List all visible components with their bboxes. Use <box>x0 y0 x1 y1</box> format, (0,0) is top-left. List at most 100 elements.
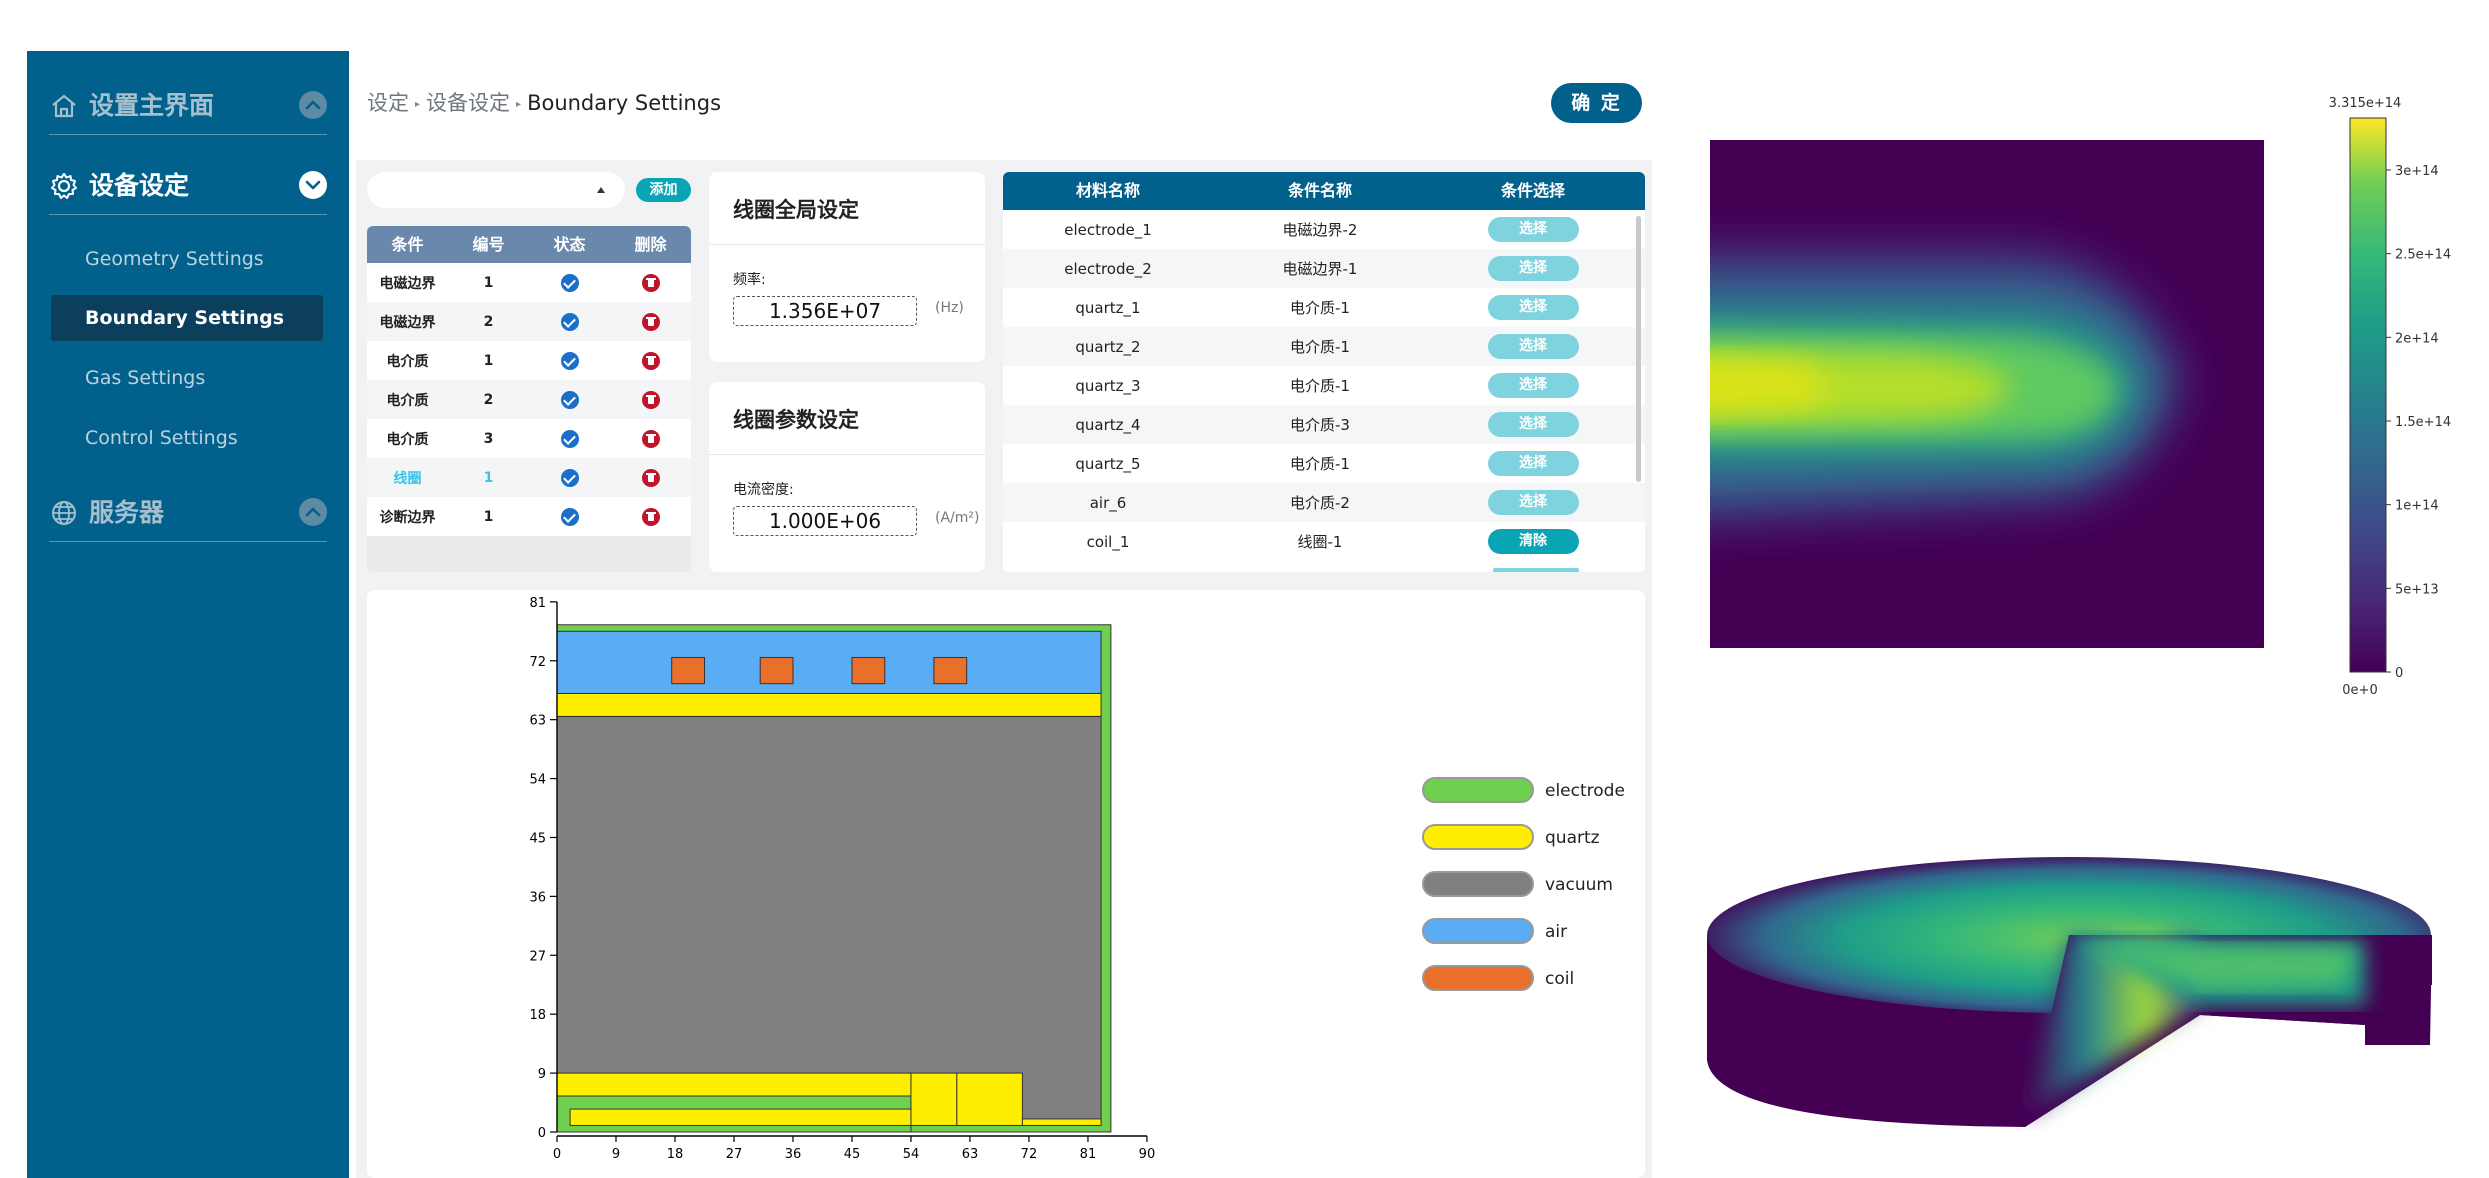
x-tick-label: 63 <box>962 1147 979 1162</box>
check-circle-icon[interactable] <box>560 390 579 409</box>
colorbar-ticks: 3e+14 2.5e+14 2e+14 1.5e+14 1e+14 5e+13 0 <box>2386 164 2451 681</box>
table-row[interactable]: 电磁边界 2 <box>367 302 691 341</box>
colorbar-gradient <box>2349 117 2387 673</box>
table-row: quartz_3 电介质-1 选择 <box>1003 366 1645 405</box>
select-button[interactable]: 选择 <box>1487 412 1579 437</box>
material-name: coil_1 <box>1086 532 1130 551</box>
x-tick-label: 36 <box>785 1147 802 1162</box>
condition-name: 线圈 <box>393 470 422 487</box>
y-tick-label: 54 <box>529 773 546 788</box>
check-circle-icon[interactable] <box>560 273 579 292</box>
sidebar-section-device[interactable]: 设备设定 <box>49 159 327 215</box>
table-row[interactable]: 诊断边界 1 <box>367 497 691 536</box>
check-circle-icon[interactable] <box>560 468 579 487</box>
column-header: 条件 <box>391 235 424 254</box>
chevron-up-icon[interactable] <box>299 498 327 526</box>
select-button[interactable]: 选择 <box>1487 490 1579 515</box>
material-table: 材料名称 条件名称 条件选择 electrode_1 电磁边界-2 选择 electr… <box>1003 172 1645 572</box>
geometry-panel: 0 9 18 27 36 45 54 63 72 81 90 0 9 18 27 36 45 54 63 72 81 el… <box>367 590 1645 1178</box>
check-circle-icon[interactable] <box>560 507 579 526</box>
current-density-input[interactable]: 1.000E+06 <box>733 506 917 536</box>
sidebar-section-home[interactable]: 设置主界面 <box>49 79 327 135</box>
sidebar-item-geometry-settings[interactable]: Geometry Settings <box>85 248 264 270</box>
y-tick-label: 9 <box>538 1067 546 1082</box>
chevron-up-icon[interactable] <box>299 91 327 119</box>
check-circle-icon[interactable] <box>560 429 579 448</box>
y-tick-label: 27 <box>529 949 546 964</box>
select-button[interactable]: 选择 <box>1487 256 1579 281</box>
add-button[interactable]: 添加 <box>636 178 691 202</box>
quartz-region <box>1021 1118 1102 1126</box>
field-heatmap-image <box>1710 140 2264 648</box>
trash-icon[interactable] <box>641 390 660 409</box>
column-header: 条件选择 <box>1500 181 1565 200</box>
material-name: quartz_5 <box>1075 454 1141 473</box>
scrollbar[interactable] <box>1636 216 1641 482</box>
x-tick-label: 18 <box>667 1147 684 1162</box>
condition-id: 3 <box>483 430 494 447</box>
chevron-down-icon[interactable] <box>299 171 327 199</box>
clear-button[interactable]: 清除 <box>1487 529 1579 554</box>
condition-table: 条件 编号 状态 删除 电磁边界 1 电磁边界 2 电介质 1 电介质 2 电介质 3 线圈 1 诊断边… <box>367 226 691 572</box>
sidebar-section-label: 设备设定 <box>89 171 190 200</box>
x-tick-label: 72 <box>1021 1147 1038 1162</box>
table-row[interactable]: 电磁边界 1 <box>367 263 691 302</box>
select-button[interactable]: 选择 <box>1487 451 1579 476</box>
condition-name: 电介质-3 <box>1290 416 1350 434</box>
card-title: 线圈参数设定 <box>733 408 859 432</box>
table-row[interactable]: 电介质 3 <box>367 419 691 458</box>
table-row: electrode_1 电磁边界-2 选择 <box>1003 210 1645 249</box>
geometry-plot: 0 9 18 27 36 45 54 63 72 81 90 0 9 18 27 36 45 54 63 72 81 el… <box>529 596 1624 1162</box>
sidebar-section-server[interactable]: 服务器 <box>49 486 327 542</box>
table-row[interactable]: 线圈 1 <box>367 458 691 497</box>
breadcrumb-item[interactable]: 设定 <box>367 91 409 115</box>
breadcrumb-item[interactable]: 设备设定 <box>426 91 511 115</box>
x-tick-label: 45 <box>844 1147 861 1162</box>
y-tick-label: 45 <box>529 831 546 846</box>
table-row[interactable]: 电介质 2 <box>367 380 691 419</box>
condition-table-header: 条件 编号 状态 删除 <box>367 226 691 263</box>
table-row: quartz_1 电介质-1 选择 <box>1003 288 1645 327</box>
divider <box>709 454 985 455</box>
confirm-button[interactable]: 确 定 <box>1551 83 1642 123</box>
trash-icon[interactable] <box>641 351 660 370</box>
quartz-region <box>556 692 1102 717</box>
select-button[interactable]: 选择 <box>1487 373 1579 398</box>
material-name: electrode_2 <box>1064 259 1152 278</box>
column-header: 状态 <box>553 235 586 254</box>
legend-swatch <box>1422 918 1534 944</box>
check-circle-icon[interactable] <box>560 351 579 370</box>
quartz-region <box>569 1108 912 1126</box>
frequency-input[interactable]: 1.356E+07 <box>733 296 917 326</box>
sidebar-item-control-settings[interactable]: Control Settings <box>85 427 238 449</box>
trash-icon[interactable] <box>641 429 660 448</box>
condition-id: 2 <box>483 391 494 408</box>
legend-label: vacuum <box>1545 875 1613 895</box>
trash-icon[interactable] <box>641 312 660 331</box>
y-tick-label: 18 <box>529 1008 546 1023</box>
column-header: 材料名称 <box>1075 181 1140 200</box>
quartz-region <box>910 1072 958 1126</box>
select-button[interactable]: 选择 <box>1487 334 1579 359</box>
trash-icon[interactable] <box>641 468 660 487</box>
legend-swatch <box>1422 871 1534 897</box>
x-tick-label: 9 <box>612 1147 620 1162</box>
y-tick-label: 36 <box>529 890 546 905</box>
condition-id: 1 <box>483 469 494 486</box>
trash-icon[interactable] <box>641 273 660 292</box>
check-circle-icon[interactable] <box>560 312 579 331</box>
condition-id: 2 <box>483 313 494 330</box>
table-row: coil_1 线圈-1 清除 <box>1003 522 1645 561</box>
condition-name: 电介质-2 <box>1290 494 1350 512</box>
sidebar-item-boundary-settings[interactable]: Boundary Settings <box>51 295 323 341</box>
select-button[interactable]: 选择 <box>1487 217 1579 242</box>
trash-icon[interactable] <box>641 507 660 526</box>
table-row[interactable]: 电介质 1 <box>367 341 691 380</box>
sidebar-item-gas-settings[interactable]: Gas Settings <box>85 367 206 389</box>
condition-rows: 电磁边界 1 电磁边界 2 电介质 1 电介质 2 电介质 3 线圈 1 诊断边界 1 <box>367 263 691 536</box>
breadcrumb-current: Boundary Settings <box>527 91 722 115</box>
select-button[interactable]: 选择 <box>1487 295 1579 320</box>
breadcrumb-separator-icon: ▸ <box>415 99 421 110</box>
table-row: air_6 电介质-2 选择 <box>1003 483 1645 522</box>
condition-select[interactable] <box>367 172 625 208</box>
